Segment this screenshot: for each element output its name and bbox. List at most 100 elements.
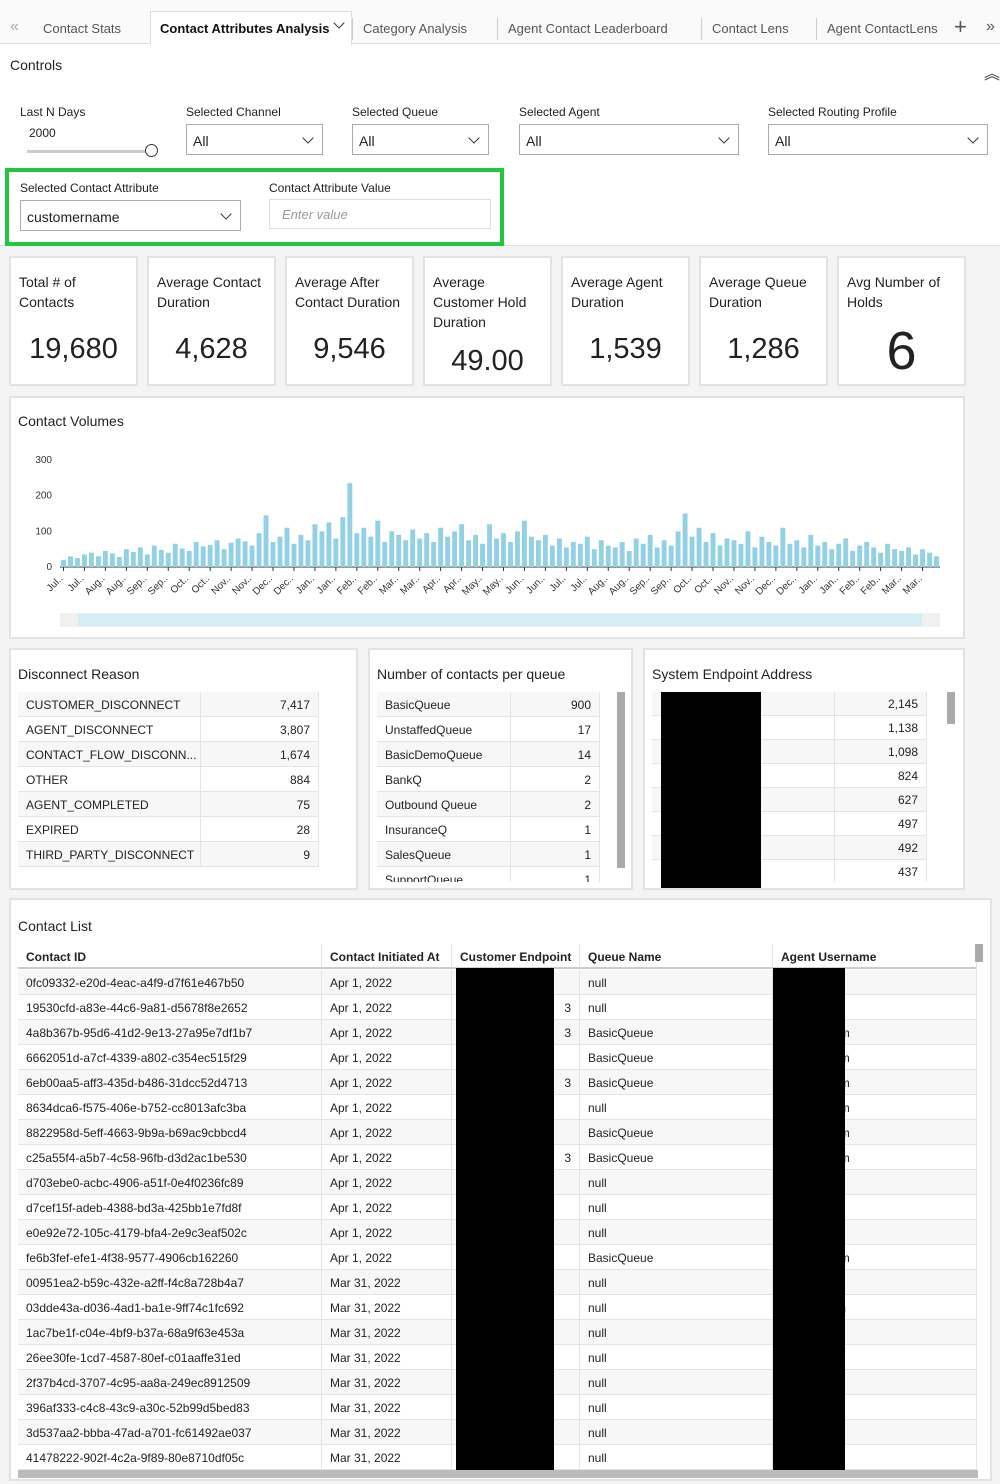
bar bbox=[633, 538, 639, 567]
dropdown[interactable]: All bbox=[352, 124, 489, 155]
x-tick-label: Mar.. bbox=[880, 573, 904, 597]
bar bbox=[452, 531, 458, 567]
table-cell: Apr 1, 2022 bbox=[322, 970, 452, 995]
x-tick-label: Nov.. bbox=[733, 573, 757, 597]
table-cell: Apr 1, 2022 bbox=[322, 1120, 452, 1145]
table-cell: BasicQueue bbox=[580, 1245, 773, 1270]
table-title: Disconnect Reason bbox=[18, 666, 140, 682]
table-cell: 0fc09332-e20d-4eac-a4f9-d7f61e467b50 bbox=[18, 970, 322, 995]
bar bbox=[829, 549, 835, 567]
dropdown-value: All bbox=[526, 133, 542, 149]
dropdown[interactable]: All bbox=[768, 124, 988, 155]
table-cell: Apr 1, 2022 bbox=[322, 1170, 452, 1195]
redaction bbox=[661, 692, 761, 888]
x-tick-label: Apr.. bbox=[420, 573, 442, 595]
bar bbox=[200, 546, 206, 567]
bar bbox=[319, 531, 325, 567]
dropdown[interactable]: customername bbox=[20, 200, 241, 231]
x-tick-label: Dec.. bbox=[754, 573, 778, 597]
bar bbox=[864, 542, 870, 567]
bar bbox=[368, 536, 374, 567]
table-cell: null bbox=[580, 1195, 773, 1220]
tab-divider bbox=[701, 18, 702, 40]
bar bbox=[186, 550, 192, 567]
highlight-box bbox=[5, 168, 504, 246]
add-tab[interactable]: + bbox=[954, 14, 967, 39]
x-tick-label: Nov.. bbox=[209, 573, 233, 597]
bar bbox=[68, 556, 73, 567]
table-cell: BasicQueue bbox=[580, 1120, 773, 1145]
table-cell: null bbox=[580, 1270, 773, 1295]
bar bbox=[640, 543, 646, 567]
collapse[interactable]: ︽ bbox=[984, 66, 1000, 83]
tab[interactable]: Category Analysis bbox=[363, 21, 468, 36]
bar bbox=[598, 540, 604, 567]
x-tick-label: Jul.. bbox=[548, 573, 569, 594]
table-cell: BasicQueue bbox=[580, 1045, 773, 1070]
bar bbox=[612, 547, 618, 567]
table-cell: 17 bbox=[511, 717, 600, 742]
table-cell: null bbox=[580, 1345, 773, 1370]
bar bbox=[710, 533, 716, 567]
bar bbox=[850, 550, 856, 567]
dropdown-value: All bbox=[775, 133, 791, 149]
table-cell: d7cef15f-adeb-4388-bd3a-425bb1e7fd8f bbox=[18, 1195, 322, 1220]
bar bbox=[361, 527, 367, 567]
table-cell: 9 bbox=[201, 842, 319, 867]
table-cell: Mar 31, 2022 bbox=[322, 1445, 452, 1470]
tab-active[interactable]: Contact Attributes Analysis bbox=[160, 21, 330, 36]
column-header[interactable]: Customer Endpoint bbox=[452, 944, 580, 969]
bar bbox=[466, 540, 472, 567]
redaction bbox=[456, 968, 554, 1472]
bar bbox=[228, 542, 234, 567]
column-header[interactable]: Queue Name bbox=[580, 944, 773, 969]
scroll-left[interactable]: « bbox=[10, 18, 19, 35]
table-cell: 497 bbox=[835, 812, 927, 836]
table-cell: null bbox=[580, 995, 773, 1020]
bar bbox=[535, 540, 541, 567]
table-cell: 6eb00aa5-aff3-435d-b486-31dcc52d4713 bbox=[18, 1070, 322, 1095]
scroll-right[interactable]: » bbox=[986, 18, 995, 35]
dropdown[interactable]: All bbox=[186, 124, 323, 155]
slider-handle[interactable] bbox=[145, 144, 158, 157]
bar bbox=[473, 534, 478, 567]
table-cell: THIRD_PARTY_DISCONNECT bbox=[18, 842, 201, 867]
table-cell: SupportQueue bbox=[377, 867, 511, 882]
bar bbox=[934, 556, 939, 567]
column-header[interactable]: Contact ID bbox=[18, 944, 322, 969]
column-header[interactable]: Contact Initiated At bbox=[322, 944, 452, 969]
bar bbox=[836, 543, 842, 567]
tab[interactable]: Agent Contact Leaderboard bbox=[508, 21, 668, 36]
bar bbox=[242, 541, 248, 567]
table-cell: 41478222-902f-4c2a-9f89-80e8710df05c bbox=[18, 1445, 322, 1470]
table-cell: Apr 1, 2022 bbox=[322, 1095, 452, 1120]
bar bbox=[703, 542, 709, 567]
tab[interactable]: Contact Lens bbox=[712, 21, 789, 36]
table-cell: 3,807 bbox=[201, 717, 319, 742]
x-tick-label: Dec.. bbox=[251, 573, 275, 597]
table-cell: 26ee30fe-1cd7-4587-80ef-c01aaffe31ed bbox=[18, 1345, 322, 1370]
x-tick-label: Nov.. bbox=[230, 573, 254, 597]
y-tick-label: 100 bbox=[35, 526, 52, 537]
table-cell: Apr 1, 2022 bbox=[322, 1145, 452, 1170]
tab[interactable]: Agent ContactLens I bbox=[827, 21, 942, 36]
text-input[interactable]: Enter value bbox=[269, 199, 491, 229]
kpi-value: 19,680 bbox=[29, 333, 118, 365]
bar bbox=[116, 557, 122, 567]
filter-label: Selected Agent bbox=[519, 105, 600, 119]
bar bbox=[235, 538, 241, 567]
table-cell: 884 bbox=[201, 767, 319, 792]
x-tick-label: Feb.. bbox=[838, 573, 862, 597]
table-cell: null bbox=[580, 1445, 773, 1470]
dropdown[interactable]: All bbox=[519, 124, 739, 155]
bar bbox=[347, 483, 353, 567]
column-header[interactable]: Agent Username bbox=[773, 944, 977, 969]
bar bbox=[885, 543, 891, 567]
table-card: Disconnect Reason CUSTOMER_DISCONNECT 7,41… bbox=[9, 648, 358, 890]
tab[interactable]: Contact Stats bbox=[43, 21, 122, 36]
table-cell: 1,674 bbox=[201, 742, 319, 767]
bar bbox=[277, 536, 283, 567]
bar bbox=[787, 543, 793, 567]
table-cell: 8634dca6-f575-406e-b752-cc8013afc3ba bbox=[18, 1095, 322, 1120]
